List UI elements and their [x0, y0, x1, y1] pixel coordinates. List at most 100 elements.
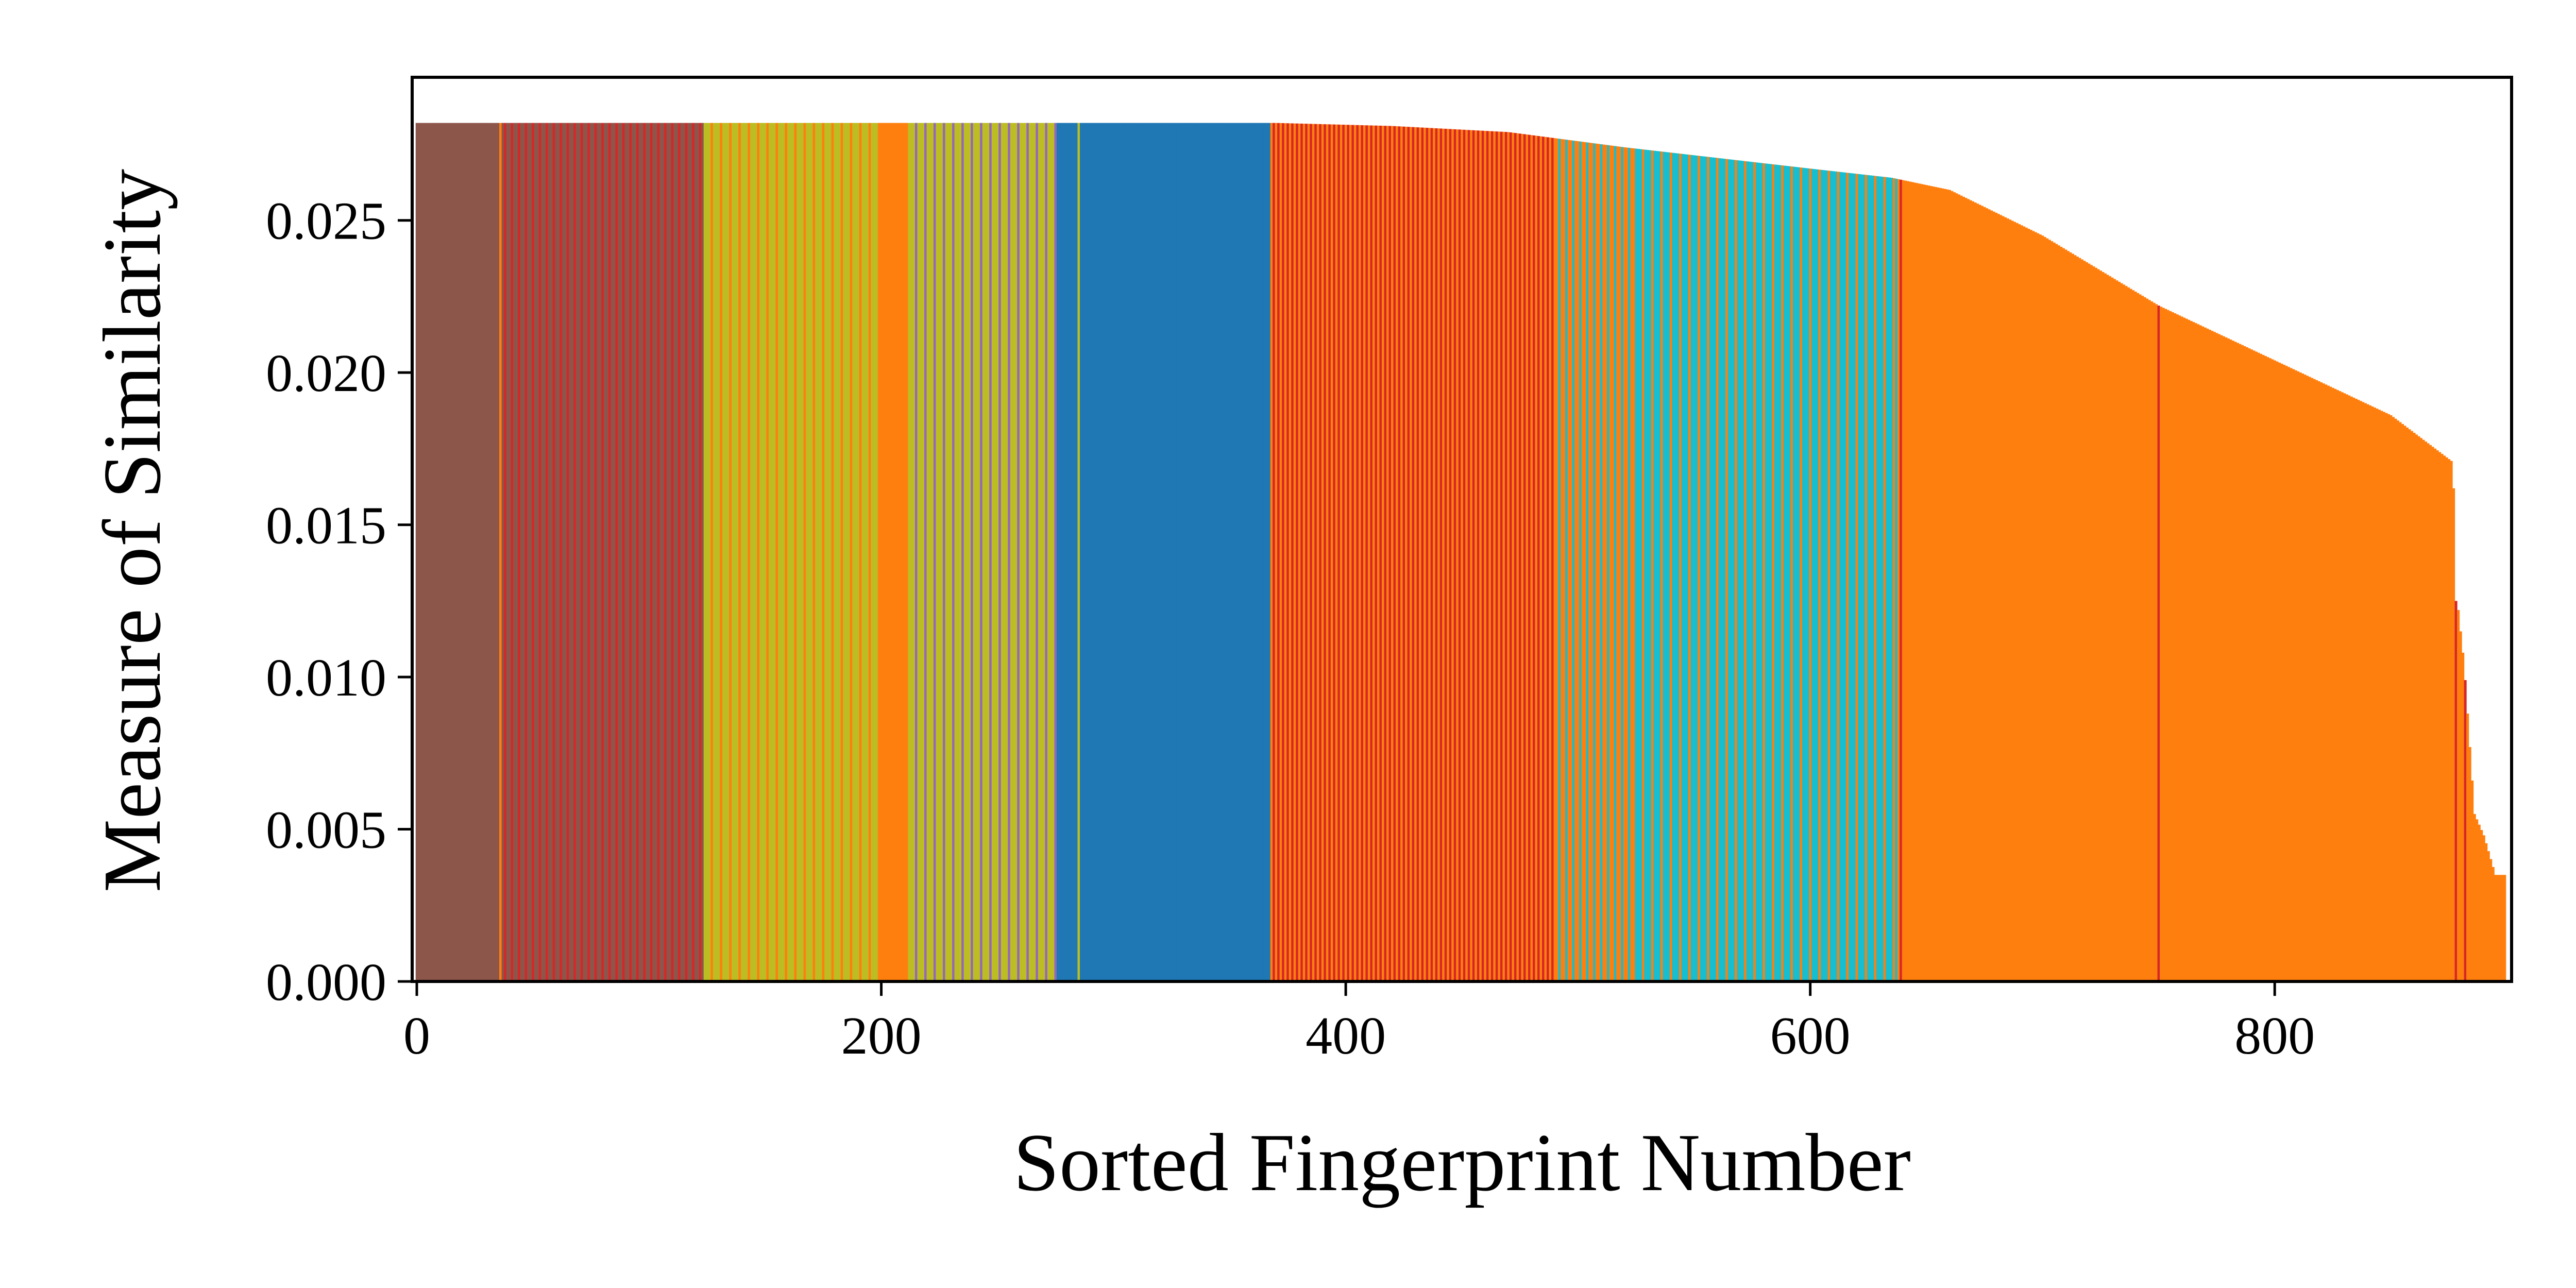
bar [914, 123, 918, 981]
bar [1400, 126, 1403, 982]
bar [1381, 126, 1385, 981]
bar [1667, 152, 1670, 982]
bar [1198, 123, 1201, 981]
bar [1410, 127, 1413, 982]
bar [701, 123, 704, 981]
bar [1470, 130, 1473, 982]
bar [1059, 123, 1062, 981]
bar [1259, 123, 1262, 981]
bar [1693, 155, 1696, 981]
bar [1883, 177, 1886, 982]
bar [1488, 131, 1492, 982]
bar [562, 123, 565, 981]
bar [1988, 209, 1991, 981]
bar [2297, 371, 2300, 981]
bar [1939, 188, 1942, 982]
bar [1168, 123, 1171, 981]
bar [1061, 123, 1064, 981]
bar [1042, 123, 1045, 981]
bar [2088, 263, 2091, 981]
bar [443, 123, 446, 981]
bar [777, 123, 781, 981]
bar [518, 123, 521, 981]
bar [1112, 123, 1115, 981]
bar [806, 123, 809, 981]
bar [680, 123, 683, 981]
bar [1514, 133, 1517, 981]
bar [1978, 205, 1981, 982]
bar [2176, 314, 2179, 982]
bar [2046, 238, 2049, 982]
bar [2050, 241, 2054, 981]
bar [717, 123, 720, 981]
bar [675, 123, 679, 981]
bar [2131, 290, 2135, 981]
bar [2334, 388, 2337, 981]
bar [490, 123, 493, 981]
bar [2199, 325, 2202, 981]
bar [487, 123, 490, 981]
bar [1433, 128, 1436, 981]
bar [2350, 396, 2353, 981]
bar [1103, 123, 1106, 981]
bar [1063, 123, 1066, 981]
bar [1695, 155, 1698, 982]
bar [947, 123, 951, 981]
bar [2215, 333, 2218, 981]
bar [2285, 366, 2288, 982]
bar [608, 123, 612, 981]
bar [1911, 182, 1914, 981]
bar [987, 123, 990, 981]
bar [1721, 158, 1724, 982]
bar [1612, 145, 1615, 982]
bar [1108, 123, 1111, 981]
bars-group [415, 123, 2506, 982]
bar [469, 123, 472, 981]
bar [1737, 160, 1740, 981]
bar [959, 123, 962, 981]
bar [1906, 181, 1909, 981]
bar [1690, 155, 1693, 981]
bar [1342, 125, 1345, 981]
bar [1892, 178, 1895, 982]
bar [943, 123, 946, 981]
bar [871, 123, 874, 981]
bar [1574, 141, 1578, 981]
bar [2002, 216, 2005, 982]
bar [1746, 161, 1749, 981]
bar [710, 123, 714, 981]
bar [1326, 124, 1329, 982]
bar [615, 123, 618, 981]
bar [666, 123, 669, 981]
bar [873, 123, 876, 981]
bar [1502, 131, 1505, 981]
bar [2354, 399, 2358, 981]
bar [1858, 174, 1861, 981]
x-axis-ticks: 0 200 400 600 800 [403, 981, 2315, 1065]
bar [2327, 385, 2330, 981]
bar [2292, 369, 2295, 981]
y-tick-label: 0.010 [266, 648, 386, 707]
y-tick-label: 0.005 [266, 801, 386, 860]
bar [950, 123, 953, 981]
bar [905, 123, 909, 981]
bar [761, 123, 765, 981]
bar [1117, 123, 1120, 981]
bar [1955, 193, 1958, 981]
bar [1621, 147, 1624, 981]
bar [1886, 177, 1889, 981]
bar [2106, 275, 2109, 981]
bar [2174, 313, 2177, 981]
bar [436, 123, 439, 981]
bar [896, 123, 899, 981]
y-tick-label: 0.015 [266, 496, 386, 555]
bar [1646, 150, 1649, 982]
bar [1565, 140, 1568, 981]
bar [2301, 374, 2304, 981]
bar [2013, 222, 2016, 982]
bar [2264, 356, 2267, 981]
bar [957, 123, 960, 981]
bar [673, 123, 676, 981]
y-tick-label: 0.025 [266, 192, 386, 251]
bar [2204, 327, 2207, 981]
